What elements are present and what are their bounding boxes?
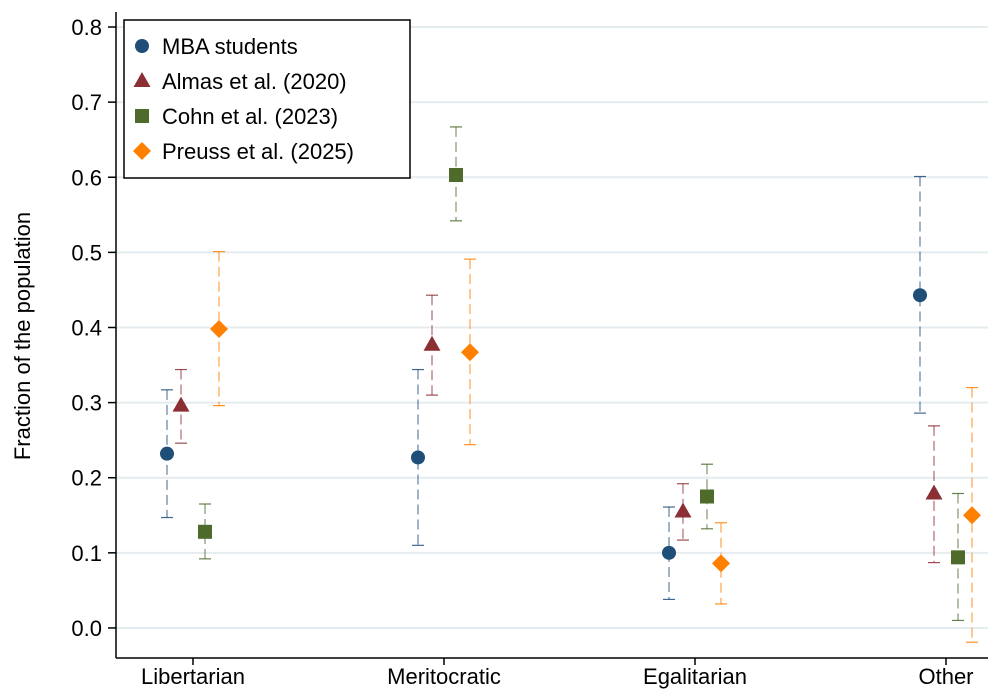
legend-marker-mba-students [135, 39, 149, 53]
y-tick-label: 0.3 [71, 391, 102, 416]
point-mba-students [913, 288, 927, 303]
y-tick-label: 0.8 [71, 15, 102, 40]
legend-label-mba-students: MBA students [162, 34, 298, 59]
legend: MBA students Almas et al. (2020) Cohn et a… [123, 19, 411, 179]
point-almas-et-al-2020 [423, 335, 441, 351]
data-marks [160, 126, 981, 643]
x-tick-label: Other [918, 664, 973, 689]
point-preuss-et-al-2025 [963, 506, 981, 525]
point-preuss-et-al-2025 [210, 319, 228, 338]
legend-marker-almas-et-al-2020 [133, 72, 151, 87]
y-tick-label: 0.5 [71, 240, 102, 265]
point-mba-students [662, 545, 676, 560]
legend-label-cohn-et-al-2023: Cohn et al. (2023) [162, 104, 338, 129]
point-preuss-et-al-2025 [461, 343, 479, 362]
y-tick-label: 0.2 [71, 466, 102, 491]
point-cohn-et-al-2023 [449, 168, 463, 183]
y-tick-label: 0.0 [71, 616, 102, 641]
point-almas-et-al-2020 [925, 484, 943, 500]
y-tick-label: 0.7 [71, 90, 102, 115]
point-mba-students [411, 450, 425, 465]
point-almas-et-al-2020 [674, 502, 692, 518]
y-axis-ticks: 0.0 0.1 0.2 0.3 0.4 0.5 0.6 0.7 0.8 [71, 15, 116, 641]
legend-marker-cohn-et-al-2023 [135, 109, 149, 123]
legend-label-preuss-et-al-2025: Preuss et al. (2025) [162, 139, 354, 164]
point-cohn-et-al-2023 [198, 524, 212, 539]
point-almas-et-al-2020 [172, 396, 190, 412]
y-tick-label: 0.6 [71, 165, 102, 190]
legend-marker-preuss-et-al-2025 [133, 142, 151, 160]
legend-label-almas-et-al-2020: Almas et al. (2020) [162, 69, 347, 94]
x-tick-label: Libertarian [141, 664, 245, 689]
x-tick-label: Egalitarian [643, 664, 747, 689]
legend-box [123, 19, 411, 179]
x-axis-ticks: Libertarian Meritocratic Egalitarian Other [141, 658, 974, 689]
axes [115, 12, 988, 659]
point-cohn-et-al-2023 [951, 550, 965, 565]
x-tick-label: Meritocratic [387, 664, 501, 689]
y-tick-label: 0.4 [71, 315, 102, 340]
point-preuss-et-al-2025 [712, 554, 730, 573]
point-mba-students [160, 446, 174, 461]
point-cohn-et-al-2023 [700, 489, 714, 504]
y-axis-title: Fraction of the population [10, 212, 35, 460]
y-tick-label: 0.1 [71, 541, 102, 566]
